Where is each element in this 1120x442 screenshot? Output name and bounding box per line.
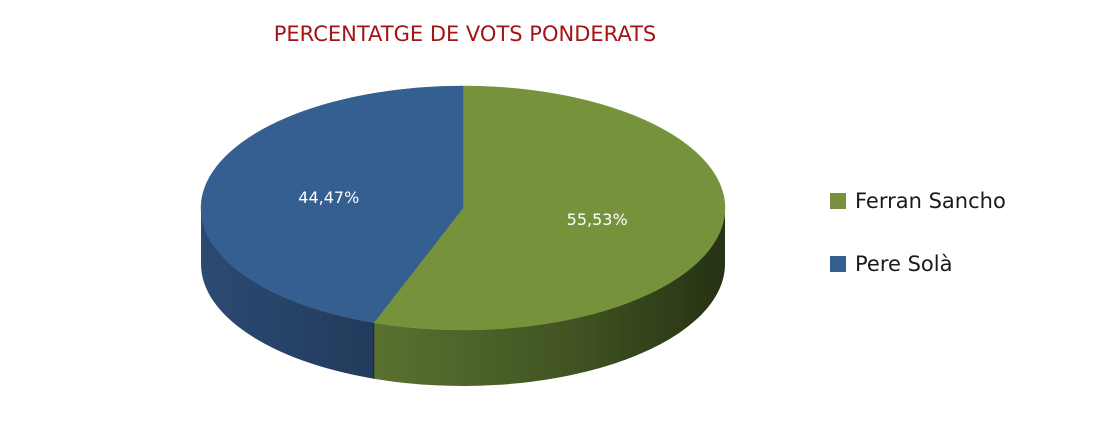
legend-swatch-ferran-sancho bbox=[830, 193, 846, 209]
legend-swatch-pere-sola bbox=[830, 256, 846, 272]
pie-side-pere-sola bbox=[201, 208, 374, 379]
legend-label-pere-sola: Pere Solà bbox=[855, 252, 953, 276]
legend-item-pere-sola: Pere Solà bbox=[830, 249, 1006, 279]
pie-side-ferran-sancho bbox=[373, 208, 725, 387]
legend-label-ferran-sancho: Ferran Sancho bbox=[855, 189, 1006, 213]
legend: Ferran Sancho Pere Solà bbox=[830, 186, 1006, 312]
data-label-pere-sola: 44,47% bbox=[298, 188, 359, 207]
pie-slice-ferran-sancho bbox=[373, 85, 726, 331]
pie-slice-pere-sola bbox=[200, 85, 464, 323]
data-label-ferran-sancho: 55,53% bbox=[567, 210, 628, 229]
chart-title: PERCENTATGE DE VOTS PONDERATS bbox=[273, 22, 657, 46]
legend-item-ferran-sancho: Ferran Sancho bbox=[830, 186, 1006, 216]
